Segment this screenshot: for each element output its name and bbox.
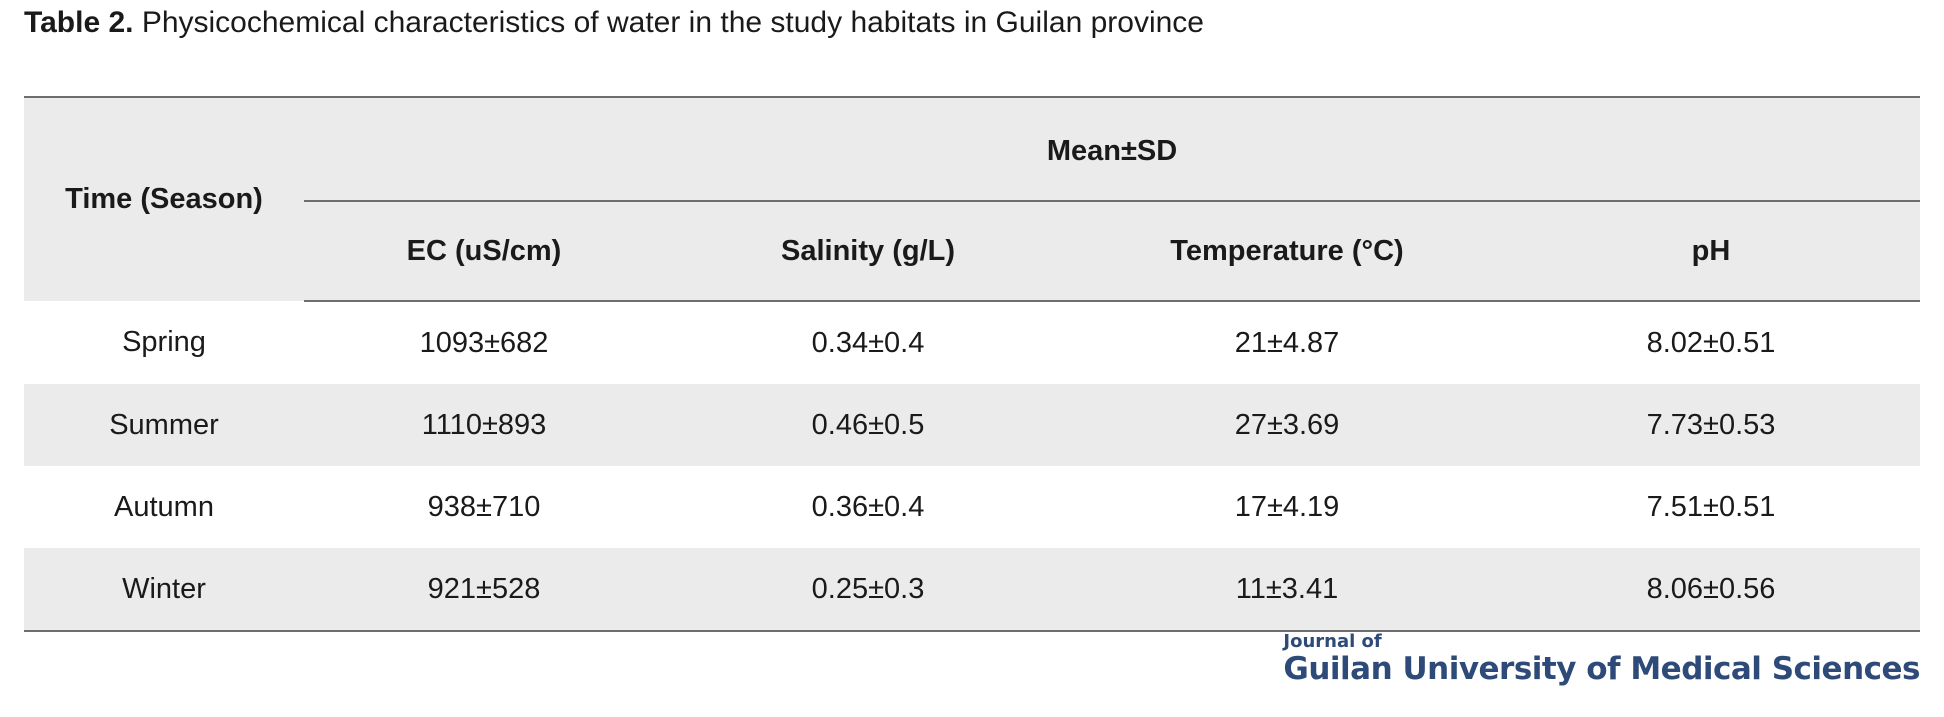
temperature-cell: 11±3.41	[1072, 548, 1502, 632]
temperature-cell: 17±4.19	[1234, 490, 1340, 523]
table-caption: Table 2. Physicochemical characteristics…	[24, 2, 1204, 44]
data-table-container: Time (Season) Mean±SD EC (uS/cm) Salinit…	[24, 96, 1921, 632]
table-row: Autumn 938±710 0.36±0.4 17±4.19 7.51±0.5…	[24, 466, 1920, 548]
column-header-ph: pH	[1502, 201, 1921, 302]
data-table: Time (Season) Mean±SD EC (uS/cm) Salinit…	[24, 96, 1921, 632]
table-header: Time (Season) Mean±SD EC (uS/cm) Salinit…	[24, 96, 1921, 302]
ph-cell: 7.51±0.51	[1646, 490, 1776, 523]
column-header-salinity: Salinity (g/L)	[664, 201, 1072, 302]
season-cell: Winter	[24, 548, 304, 632]
season-cell: Spring	[122, 326, 206, 358]
column-header-temperature: Temperature (°C)	[1072, 201, 1502, 302]
table-body: Spring 1093±682 0.34±0.4 21±4.87 8.02±0.…	[24, 301, 1921, 632]
ec-cell: 921±528	[304, 548, 664, 632]
table-row: Summer 1110±893 0.46±0.5 27±3.69 7.73±0.…	[24, 384, 1921, 466]
table-caption-label: Table 2.	[24, 6, 134, 39]
journal-logo-name: Guilan University of Medical Sciences	[1283, 651, 1920, 687]
season-cell: Summer	[24, 384, 304, 466]
salinity-cell: 0.46±0.5	[664, 384, 1072, 466]
ec-cell: 938±710	[427, 490, 541, 523]
column-header-ec: EC (uS/cm)	[304, 201, 664, 302]
journal-logo-prefix: Journal of	[1283, 631, 1382, 652]
table-caption-text: Physicochemical characteristics of water…	[133, 6, 1204, 39]
journal-logo: Journal of Guilan University of Medical …	[1283, 631, 1920, 687]
salinity-cell: 0.25±0.3	[664, 548, 1072, 632]
ec-cell: 1093±682	[419, 326, 549, 359]
ph-cell: 7.73±0.53	[1502, 384, 1921, 466]
ph-cell: 8.06±0.56	[1502, 548, 1921, 632]
table-row: Winter 921±528 0.25±0.3 11±3.41 8.06±0.5…	[24, 548, 1921, 632]
salinity-cell: 0.34±0.4	[811, 326, 925, 359]
header-row-columns: EC (uS/cm) Salinity (g/L) Temperature (°…	[24, 201, 1921, 302]
column-header-time: Time (Season)	[24, 96, 304, 301]
temperature-cell: 27±3.69	[1072, 384, 1502, 466]
ec-cell: 1110±893	[304, 384, 664, 466]
column-group-header-mean-sd: Mean±SD	[304, 96, 1921, 202]
season-cell: Autumn	[114, 490, 214, 523]
ph-cell: 8.02±0.51	[1646, 326, 1776, 359]
temperature-cell: 21±4.87	[1234, 326, 1340, 359]
header-row-group: Time (Season) Mean±SD	[24, 96, 1921, 301]
table-row: Spring 1093±682 0.34±0.4 21±4.87 8.02±0.…	[24, 301, 1920, 384]
salinity-cell: 0.36±0.4	[811, 490, 925, 523]
